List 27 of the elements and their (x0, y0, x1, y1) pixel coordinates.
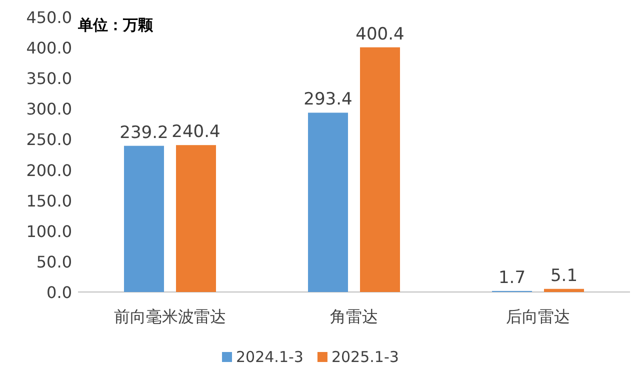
y-tick-label: 200.0 (26, 160, 72, 180)
y-tick-label: 150.0 (26, 191, 72, 210)
x-tick-label: 后向雷达 (506, 307, 570, 326)
bar (360, 47, 400, 292)
y-tick-label: 100.0 (26, 222, 72, 241)
bar (176, 145, 216, 292)
bar (308, 112, 348, 292)
x-tick-label: 前向毫米波雷达 (114, 307, 226, 326)
data-label: 239.2 (120, 122, 168, 143)
data-label: 400.4 (356, 24, 404, 44)
x-tick-label: 角雷达 (330, 307, 378, 326)
data-label: 5.1 (550, 266, 578, 286)
y-tick-label: 450.0 (26, 8, 72, 27)
bar (124, 146, 164, 292)
y-tick-label: 0.0 (46, 283, 72, 302)
y-tick-label: 400.0 (26, 38, 72, 58)
y-tick-label: 50.0 (36, 252, 72, 272)
legend-label: 2025.1-3 (331, 348, 399, 366)
y-tick-label: 300.0 (26, 100, 72, 119)
data-label: 240.4 (172, 122, 220, 142)
data-label: 293.4 (304, 90, 352, 110)
y-tick-label: 250.0 (26, 130, 72, 150)
data-label: 1.7 (498, 268, 526, 288)
chart-title: 单位：万颗 (77, 16, 154, 34)
y-tick-label: 350.0 (26, 69, 72, 88)
bar (544, 288, 584, 292)
legend-label: 2024.1-3 (236, 348, 304, 366)
